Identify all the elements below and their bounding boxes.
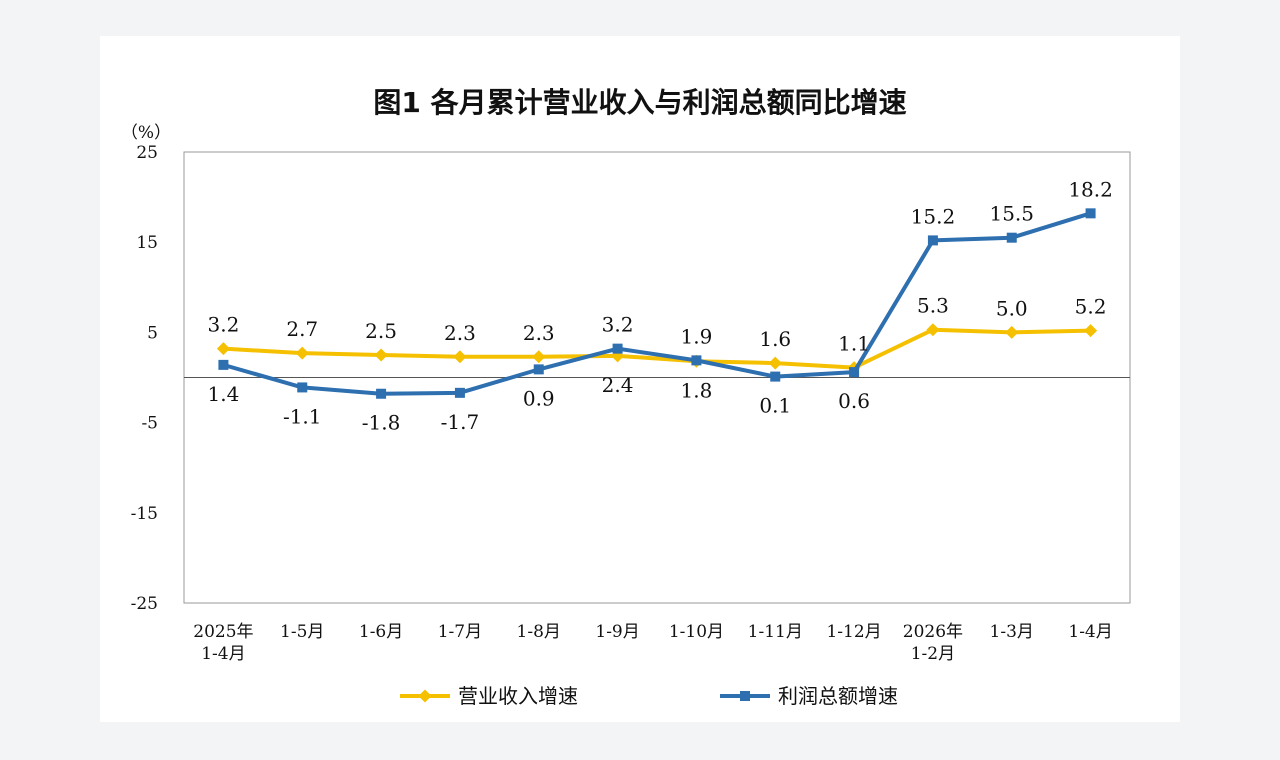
data-point (691, 355, 702, 366)
data-label: -1.7 (441, 410, 480, 434)
data-point (218, 359, 229, 370)
data-point (770, 371, 781, 382)
legend-item: 利润总额增速 (720, 684, 898, 708)
data-label: 2.4 (602, 373, 634, 397)
data-labels: 3.2 2.7 2.5 2.3 2.3 2.4 1.8 1.6 1.1 5.3 5.0 5.2 1.4 -… (208, 177, 1113, 434)
data-point (1006, 232, 1017, 243)
data-label: -1.8 (362, 411, 401, 435)
data-label: 1.9 (681, 324, 713, 348)
x-tick-label: 1-5月 (280, 622, 324, 642)
y-tick-label: -5 (141, 414, 158, 434)
legend-label: 利润总额增速 (778, 684, 898, 708)
data-point (849, 367, 860, 378)
data-point (374, 348, 388, 362)
data-point (612, 343, 623, 354)
series-line (222, 211, 1092, 396)
data-point (1085, 208, 1096, 219)
x-tick-label: 1-9月 (595, 622, 639, 642)
x-tick-label: 1-7月 (438, 622, 482, 642)
legend-marker (418, 689, 432, 703)
x-tick-label: 1-6月 (359, 622, 403, 642)
x-tick-label: 1-10月 (669, 622, 724, 642)
x-axis: 2025年 1-4月 1-5月 1-6月 1-7月 1-8月 1-9月 1-10月 1-11月 1… (193, 622, 1112, 664)
legend: 营业收入增速 利润总额增速 (400, 684, 898, 708)
data-label: 2.3 (444, 321, 476, 345)
data-label: 5.3 (917, 294, 949, 318)
series-profit (218, 208, 1096, 399)
x-tick-label: 1-4月 (1068, 622, 1112, 642)
line-chart: 图1 各月累计营业收入与利润总额同比增速 （%） 25 15 5 -5 -15 -25 2… (121, 86, 1131, 708)
data-point (216, 342, 230, 356)
data-point (1005, 325, 1019, 339)
y-axis: 25 15 5 -5 -15 -25 (131, 143, 158, 614)
data-label: 1.1 (838, 332, 870, 356)
data-label: 15.5 (989, 202, 1034, 226)
y-axis-unit: （%） (121, 123, 171, 143)
x-tick-label: 2025年 1-4月 (193, 622, 253, 664)
data-point (926, 323, 940, 337)
data-label: 18.2 (1068, 177, 1113, 201)
x-tick-label: 1-11月 (748, 622, 803, 642)
data-point (376, 388, 387, 399)
data-label: 1.6 (759, 327, 791, 351)
data-point (454, 387, 465, 398)
series-line (223, 327, 1091, 370)
data-point (532, 350, 546, 364)
y-tick-label: 15 (136, 233, 158, 253)
y-tick-label: 5 (147, 323, 158, 343)
legend-label: 营业收入增速 (458, 684, 578, 708)
data-label: 2.7 (286, 317, 318, 341)
data-point (768, 356, 782, 370)
data-point (1084, 324, 1098, 338)
data-point (295, 346, 309, 360)
series-group (216, 208, 1098, 399)
data-point (453, 350, 467, 364)
y-tick-label: -15 (131, 504, 158, 524)
data-label: 15.2 (911, 204, 956, 228)
data-label: 0.1 (759, 394, 791, 418)
data-label: 3.2 (208, 313, 240, 337)
data-label: 1.8 (681, 378, 713, 402)
data-label: 0.9 (523, 386, 555, 410)
data-label: 0.6 (838, 389, 870, 413)
data-point (927, 235, 938, 246)
data-label: 3.2 (602, 313, 634, 337)
x-tick-label: 1-12月 (826, 622, 881, 642)
legend-item: 营业收入增速 (400, 684, 578, 708)
y-tick-label: 25 (136, 143, 158, 163)
chart-title: 图1 各月累计营业收入与利润总额同比增速 (373, 86, 906, 119)
data-label: 2.5 (365, 319, 397, 343)
data-label: 5.2 (1075, 295, 1107, 319)
data-label: -1.1 (283, 404, 322, 428)
data-point (297, 382, 308, 393)
x-tick-label: 2026年 1-2月 (903, 622, 963, 664)
y-tick-label: -25 (131, 594, 158, 614)
series-revenue (216, 323, 1098, 375)
x-tick-label: 1-8月 (517, 622, 561, 642)
data-point (533, 364, 544, 375)
data-label: 1.4 (208, 382, 240, 406)
data-label: 2.3 (523, 321, 555, 345)
x-tick-label: 1-3月 (990, 622, 1034, 642)
data-label: 5.0 (996, 296, 1028, 320)
legend-marker (740, 691, 750, 701)
chart-card: 图1 各月累计营业收入与利润总额同比增速 （%） 25 15 5 -5 -15 -25 2… (100, 36, 1180, 722)
